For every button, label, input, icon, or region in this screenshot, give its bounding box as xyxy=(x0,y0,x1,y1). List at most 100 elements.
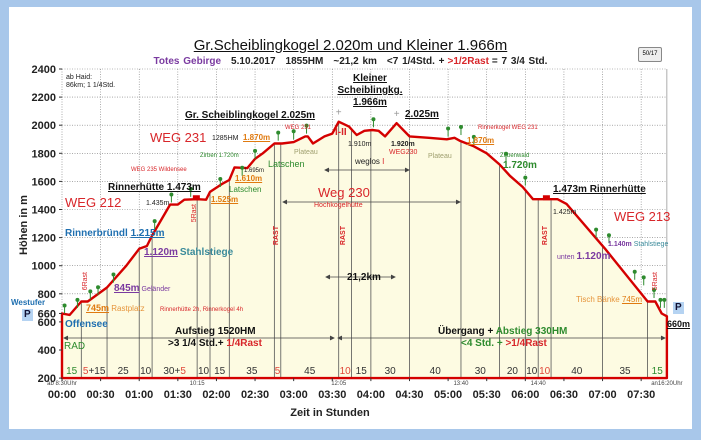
tree-icon xyxy=(75,297,80,302)
segment-duration-part: 10 xyxy=(539,366,551,377)
rest-marker: RAST xyxy=(273,226,280,246)
elev-note: 1.920m xyxy=(391,141,415,148)
x-tick-label: 01:30 xyxy=(164,389,192,401)
descent-arrow-head xyxy=(660,335,666,341)
clock-time: ab 8:30Uhr xyxy=(47,381,77,387)
date: 5.10.2017 xyxy=(231,56,276,67)
weg230-arrow-head xyxy=(455,199,461,205)
segment-duration-part: 10 xyxy=(526,366,538,377)
elev-note: 1.435m xyxy=(146,200,170,207)
note: WEG230 xyxy=(389,149,418,156)
clock-time: 13:40 xyxy=(453,381,469,387)
note: Latschen xyxy=(229,185,262,194)
elev-note: 1.870m xyxy=(243,133,271,142)
elev-note: 1.720m xyxy=(503,160,537,171)
tree-icon xyxy=(504,151,509,156)
rest-marker: RAST xyxy=(542,226,549,246)
profile-fill xyxy=(62,121,667,379)
note: Tisch Bänke xyxy=(576,295,620,304)
tree-icon xyxy=(152,219,157,224)
segment-duration: 10 xyxy=(539,366,551,377)
segment-duration: 40 xyxy=(430,366,442,377)
note: Rinnerkogel WEG 231 xyxy=(478,125,538,131)
y-tick-label: 1200 xyxy=(32,233,56,245)
note: unten xyxy=(557,254,575,261)
elev-note: 1.120m xyxy=(144,247,178,258)
elev-note: 1.140m xyxy=(608,241,632,248)
ascent-time: >3 1/4 Std.+ xyxy=(168,338,227,349)
segment-duration-part: 10 xyxy=(140,366,152,377)
hut-icon xyxy=(542,195,550,201)
x-tick-label: 02:30 xyxy=(241,389,269,401)
parking-icon: P xyxy=(673,302,684,314)
elev-note: 1.425m xyxy=(553,209,577,216)
segment-duration: 15 xyxy=(66,366,78,377)
weg230-arrow-head xyxy=(282,199,288,205)
segment-duration-part: 10 xyxy=(198,366,210,377)
note: ab Haid: xyxy=(66,74,93,81)
note: Latschen xyxy=(268,159,305,169)
ascent-arrow-head xyxy=(63,335,69,341)
region: Totes Gebirge xyxy=(153,56,222,67)
bike-note: RAD xyxy=(64,341,86,352)
rest-note: 5Rast xyxy=(191,204,198,223)
note: Plateau xyxy=(428,153,452,160)
descent-rest: >1/4Rast xyxy=(505,338,547,349)
segment-duration-part: 15 xyxy=(356,366,368,377)
x-tick-label: 06:00 xyxy=(511,389,539,401)
note: Westufer xyxy=(11,298,46,307)
segment-labels: 15 5+15 25 10 30+5 10 15 35 5 45 10 15 30 40 30 20 10 10 4… xyxy=(66,366,663,377)
end-elev: 660m xyxy=(667,319,691,329)
tree-icon xyxy=(188,186,193,191)
segment-duration: 5 xyxy=(275,366,281,377)
segment-duration-part: 25 xyxy=(118,366,130,377)
x-tick-label: 05:30 xyxy=(473,389,501,401)
tree-icon xyxy=(169,192,174,197)
segment-duration-part: + xyxy=(174,366,180,377)
descent-arrow-head xyxy=(337,335,343,341)
x-axis-label: Zeit in Stunden xyxy=(290,407,370,419)
segment-lines xyxy=(80,121,648,379)
note: 1285HM xyxy=(212,135,239,142)
distance-arrow-head xyxy=(390,274,396,280)
clock-time: 14:40 xyxy=(531,381,547,387)
y-tick-label: 2000 xyxy=(32,120,56,132)
segment-duration-part: 40 xyxy=(571,366,583,377)
summit-label: 1.966m xyxy=(353,97,387,108)
segment-duration-part: 5 xyxy=(275,366,281,377)
summit-label: Scheiblingkg. xyxy=(337,85,403,96)
y-axis-label: Höhen in m xyxy=(18,195,30,255)
tree-icon xyxy=(446,126,451,131)
segment-duration: 10 xyxy=(198,366,210,377)
segment-duration: 15 xyxy=(214,366,226,377)
tree-icon xyxy=(658,297,663,302)
note: Offensee xyxy=(65,319,108,330)
segment-duration: 15 xyxy=(652,366,664,377)
segment-duration-part: 40 xyxy=(430,366,442,377)
elev-note: 1.910m xyxy=(348,141,372,148)
segment-duration-part: 5 xyxy=(180,366,186,377)
segment-duration: 30 xyxy=(385,366,397,377)
segment-duration-part: 35 xyxy=(620,366,632,377)
tree-icon xyxy=(88,289,93,294)
summit-cross-icon: + xyxy=(394,109,400,120)
trail-label: WEG 212 xyxy=(65,195,122,210)
tree-icon xyxy=(606,233,611,238)
note: Hochkogelhütte xyxy=(314,202,363,209)
segment-duration-part: 30 xyxy=(163,366,175,377)
clock-marks: ab 8:30Uhr 10:15 12:05 13:40 14:40 an16:20Uhr xyxy=(47,381,682,387)
tree-icon xyxy=(111,272,116,277)
distance-arrow-head xyxy=(325,274,331,280)
tree-icon xyxy=(471,134,476,139)
ascent-rest: 1/4Rast xyxy=(226,338,262,349)
tree-icon xyxy=(458,125,463,130)
note: Zirben 1.720m xyxy=(200,153,239,159)
note: 86km; 1 1/4Std. xyxy=(66,82,116,89)
tree-icon xyxy=(218,177,223,182)
page-button[interactable]: 50/17 xyxy=(638,47,662,62)
x-tick-label: 01:00 xyxy=(125,389,153,401)
summit-label: Kleiner xyxy=(353,73,387,84)
segment-duration-part: 30 xyxy=(385,366,397,377)
x-tick-label: 05:00 xyxy=(434,389,462,401)
tree-icon xyxy=(253,148,258,153)
